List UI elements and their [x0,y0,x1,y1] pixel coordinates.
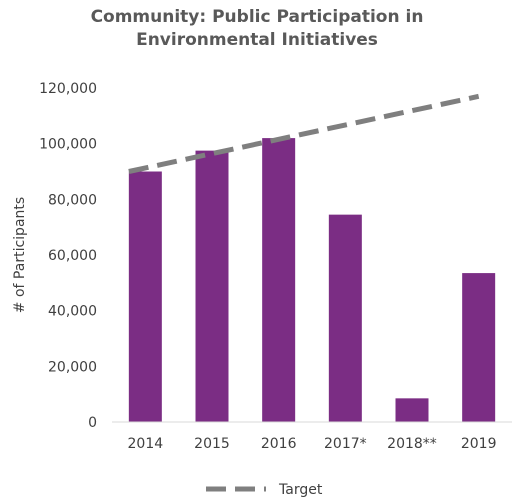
y-tick-label: 80,000 [48,192,97,208]
y-tick-label: 0 [88,415,97,431]
chart-title-line-2: Environmental Initiatives [136,30,378,50]
bar [262,138,296,422]
x-axis: 2014 2015 2016 2017* 2018** 2019 [128,436,497,452]
y-tick-label: 60,000 [48,248,97,264]
y-axis-label: # of Participants [12,197,28,313]
y-tick-label: 120,000 [39,81,97,97]
bar [395,398,429,422]
chart-title-line-1: Community: Public Participation in [90,7,424,27]
y-tick-label: 100,000 [39,137,97,153]
y-tick-label: 20,000 [48,359,97,375]
legend-label-target: Target [278,482,323,498]
x-tick-label: 2015 [194,436,230,452]
target-line [128,93,480,174]
x-tick-label: 2019 [461,436,497,452]
x-tick-label: 2014 [128,436,164,452]
y-tick-label: 40,000 [48,304,97,320]
bar [195,150,229,422]
bar [328,214,362,422]
bars [128,138,496,422]
x-tick-label: 2018** [387,436,437,452]
x-tick-label: 2016 [261,436,297,452]
y-axis: 0 20,000 40,000 60,000 80,000 100,000 120,000 [39,81,97,431]
chart-title: Community: Public Participation in Envir… [0,6,514,52]
x-tick-label: 2017* [324,436,367,452]
legend: Target [206,482,323,498]
bar [128,171,162,422]
bar [462,273,496,422]
